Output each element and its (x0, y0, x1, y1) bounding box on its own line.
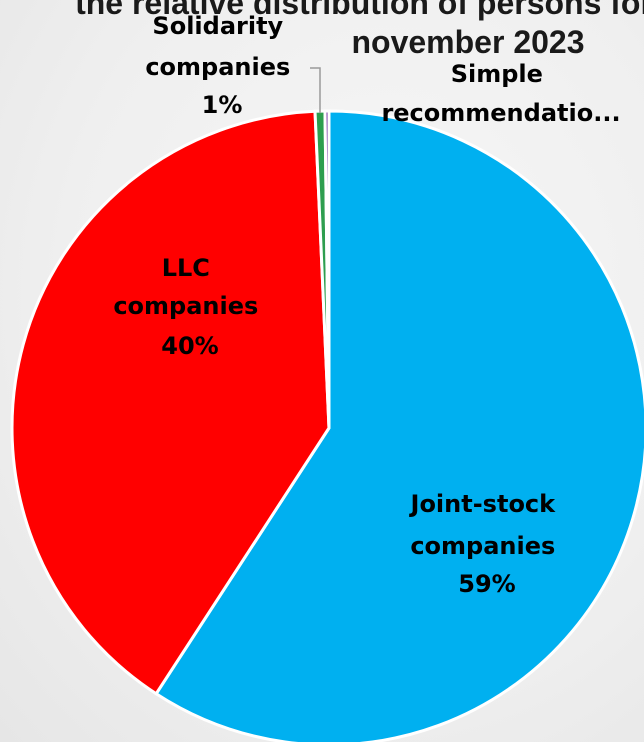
slice-label-solidarity: Solidarity companies 1% (145, 12, 298, 119)
slice-label-llc: LLC companies 40% (113, 254, 266, 360)
leader-line-solidarity (310, 67, 321, 114)
pie-slice-joint-stock (154, 109, 644, 742)
leader-lines (310, 67, 321, 114)
pie-slice-llc (10, 109, 331, 696)
pie-slices (10, 109, 644, 742)
slice-labels: Joint-stock companies 59% LLC companies … (113, 12, 620, 598)
pie-slice-simple-recommendation (323, 109, 331, 429)
chart-title-line-1: the relative distribution of persons for (75, 0, 644, 21)
slice-label-simple-recommendation: Simple recommendatio... (381, 60, 620, 127)
chart-title: the relative distribution of persons for… (75, 0, 644, 60)
slice-label-joint-stock: Joint-stock companies 59% (409, 490, 564, 598)
chart-title-line-2: november 2023 (351, 24, 584, 60)
